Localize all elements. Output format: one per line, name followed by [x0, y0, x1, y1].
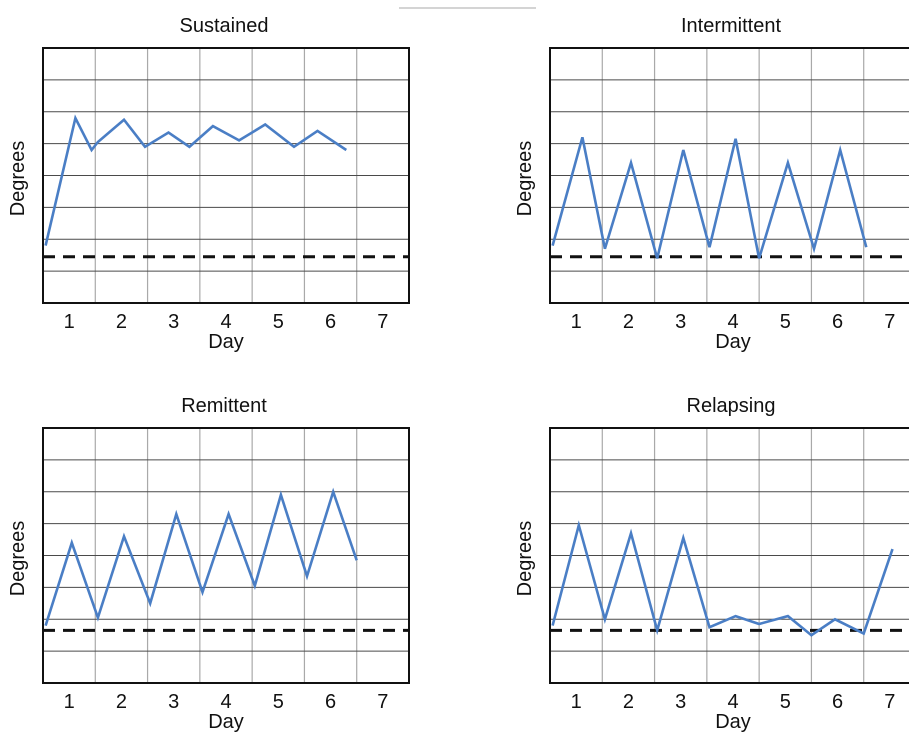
series-line: [44, 114, 348, 246]
x-tick-label: 5: [273, 311, 284, 333]
chart-title: Sustained: [180, 15, 269, 37]
series-line: [44, 487, 358, 626]
x-tick-label: 2: [623, 311, 634, 333]
series-line: [551, 520, 894, 637]
x-tick-label: 5: [273, 691, 284, 713]
x-tick-label: 1: [64, 691, 75, 713]
x-tick-label: 1: [64, 311, 75, 333]
y-axis-label: Degrees: [7, 521, 29, 597]
series-line: [551, 136, 868, 259]
x-tick-label: 3: [168, 691, 179, 713]
plot-frame: [549, 427, 909, 684]
x-tick-label: 3: [675, 311, 686, 333]
x-tick-label: 7: [377, 311, 388, 333]
x-axis-label: Day: [208, 711, 244, 733]
chart-panel-remittent: Remittent 1 2 3 4 5 6 7 Day Degrees: [7, 395, 410, 733]
y-axis-label: Degrees: [514, 141, 536, 217]
x-tick-label: 6: [832, 311, 843, 333]
x-tick-label: 3: [168, 311, 179, 333]
x-tick-label: 7: [884, 691, 895, 713]
x-tick-label: 2: [116, 311, 127, 333]
x-tick-label: 6: [325, 311, 336, 333]
x-tick-label: 5: [780, 311, 791, 333]
x-tick-label: 2: [623, 691, 634, 713]
x-tick-label: 7: [884, 311, 895, 333]
chart-panel-relapsing: Relapsing 1 2 3 4 5 6 7 Day Degrees: [514, 395, 909, 733]
x-axis-label: Day: [715, 331, 751, 353]
x-tick-label: 7: [377, 691, 388, 713]
chart-title: Relapsing: [687, 395, 776, 417]
top-divider-bar: [399, 0, 536, 9]
plot-frame: [549, 47, 909, 304]
plot-frame: [42, 47, 410, 304]
x-tick-label: 6: [832, 691, 843, 713]
x-tick-label: 4: [220, 691, 231, 713]
x-tick-label: 4: [727, 311, 738, 333]
x-tick-label: 4: [220, 311, 231, 333]
x-tick-label: 1: [571, 311, 582, 333]
y-axis-label: Degrees: [514, 521, 536, 597]
chart-panel-intermittent: Intermittent 1 2 3 4 5 6 7 Day Degrees: [514, 15, 909, 353]
x-tick-label: 5: [780, 691, 791, 713]
x-tick-label: 2: [116, 691, 127, 713]
chart-title: Remittent: [181, 395, 267, 417]
x-tick-label: 1: [571, 691, 582, 713]
x-tick-label: 4: [727, 691, 738, 713]
x-tick-label: 6: [325, 691, 336, 713]
chart-title: Intermittent: [681, 15, 781, 37]
x-axis-label: Day: [715, 711, 751, 733]
plot-frame: [42, 427, 410, 684]
x-axis-label: Day: [208, 331, 244, 353]
x-tick-label: 3: [675, 691, 686, 713]
y-axis-label: Degrees: [7, 141, 29, 217]
chart-panel-sustained: Sustained 1 2 3 4 5 6 7 Day Degrees: [7, 15, 410, 353]
